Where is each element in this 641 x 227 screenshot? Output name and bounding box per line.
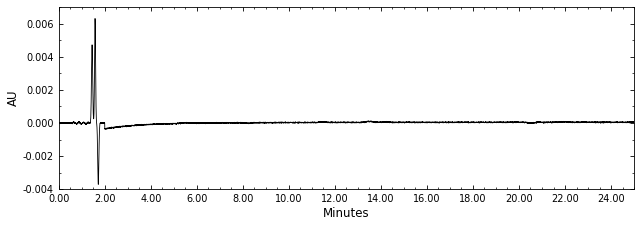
Y-axis label: AU: AU — [7, 90, 20, 106]
X-axis label: Minutes: Minutes — [323, 207, 370, 220]
